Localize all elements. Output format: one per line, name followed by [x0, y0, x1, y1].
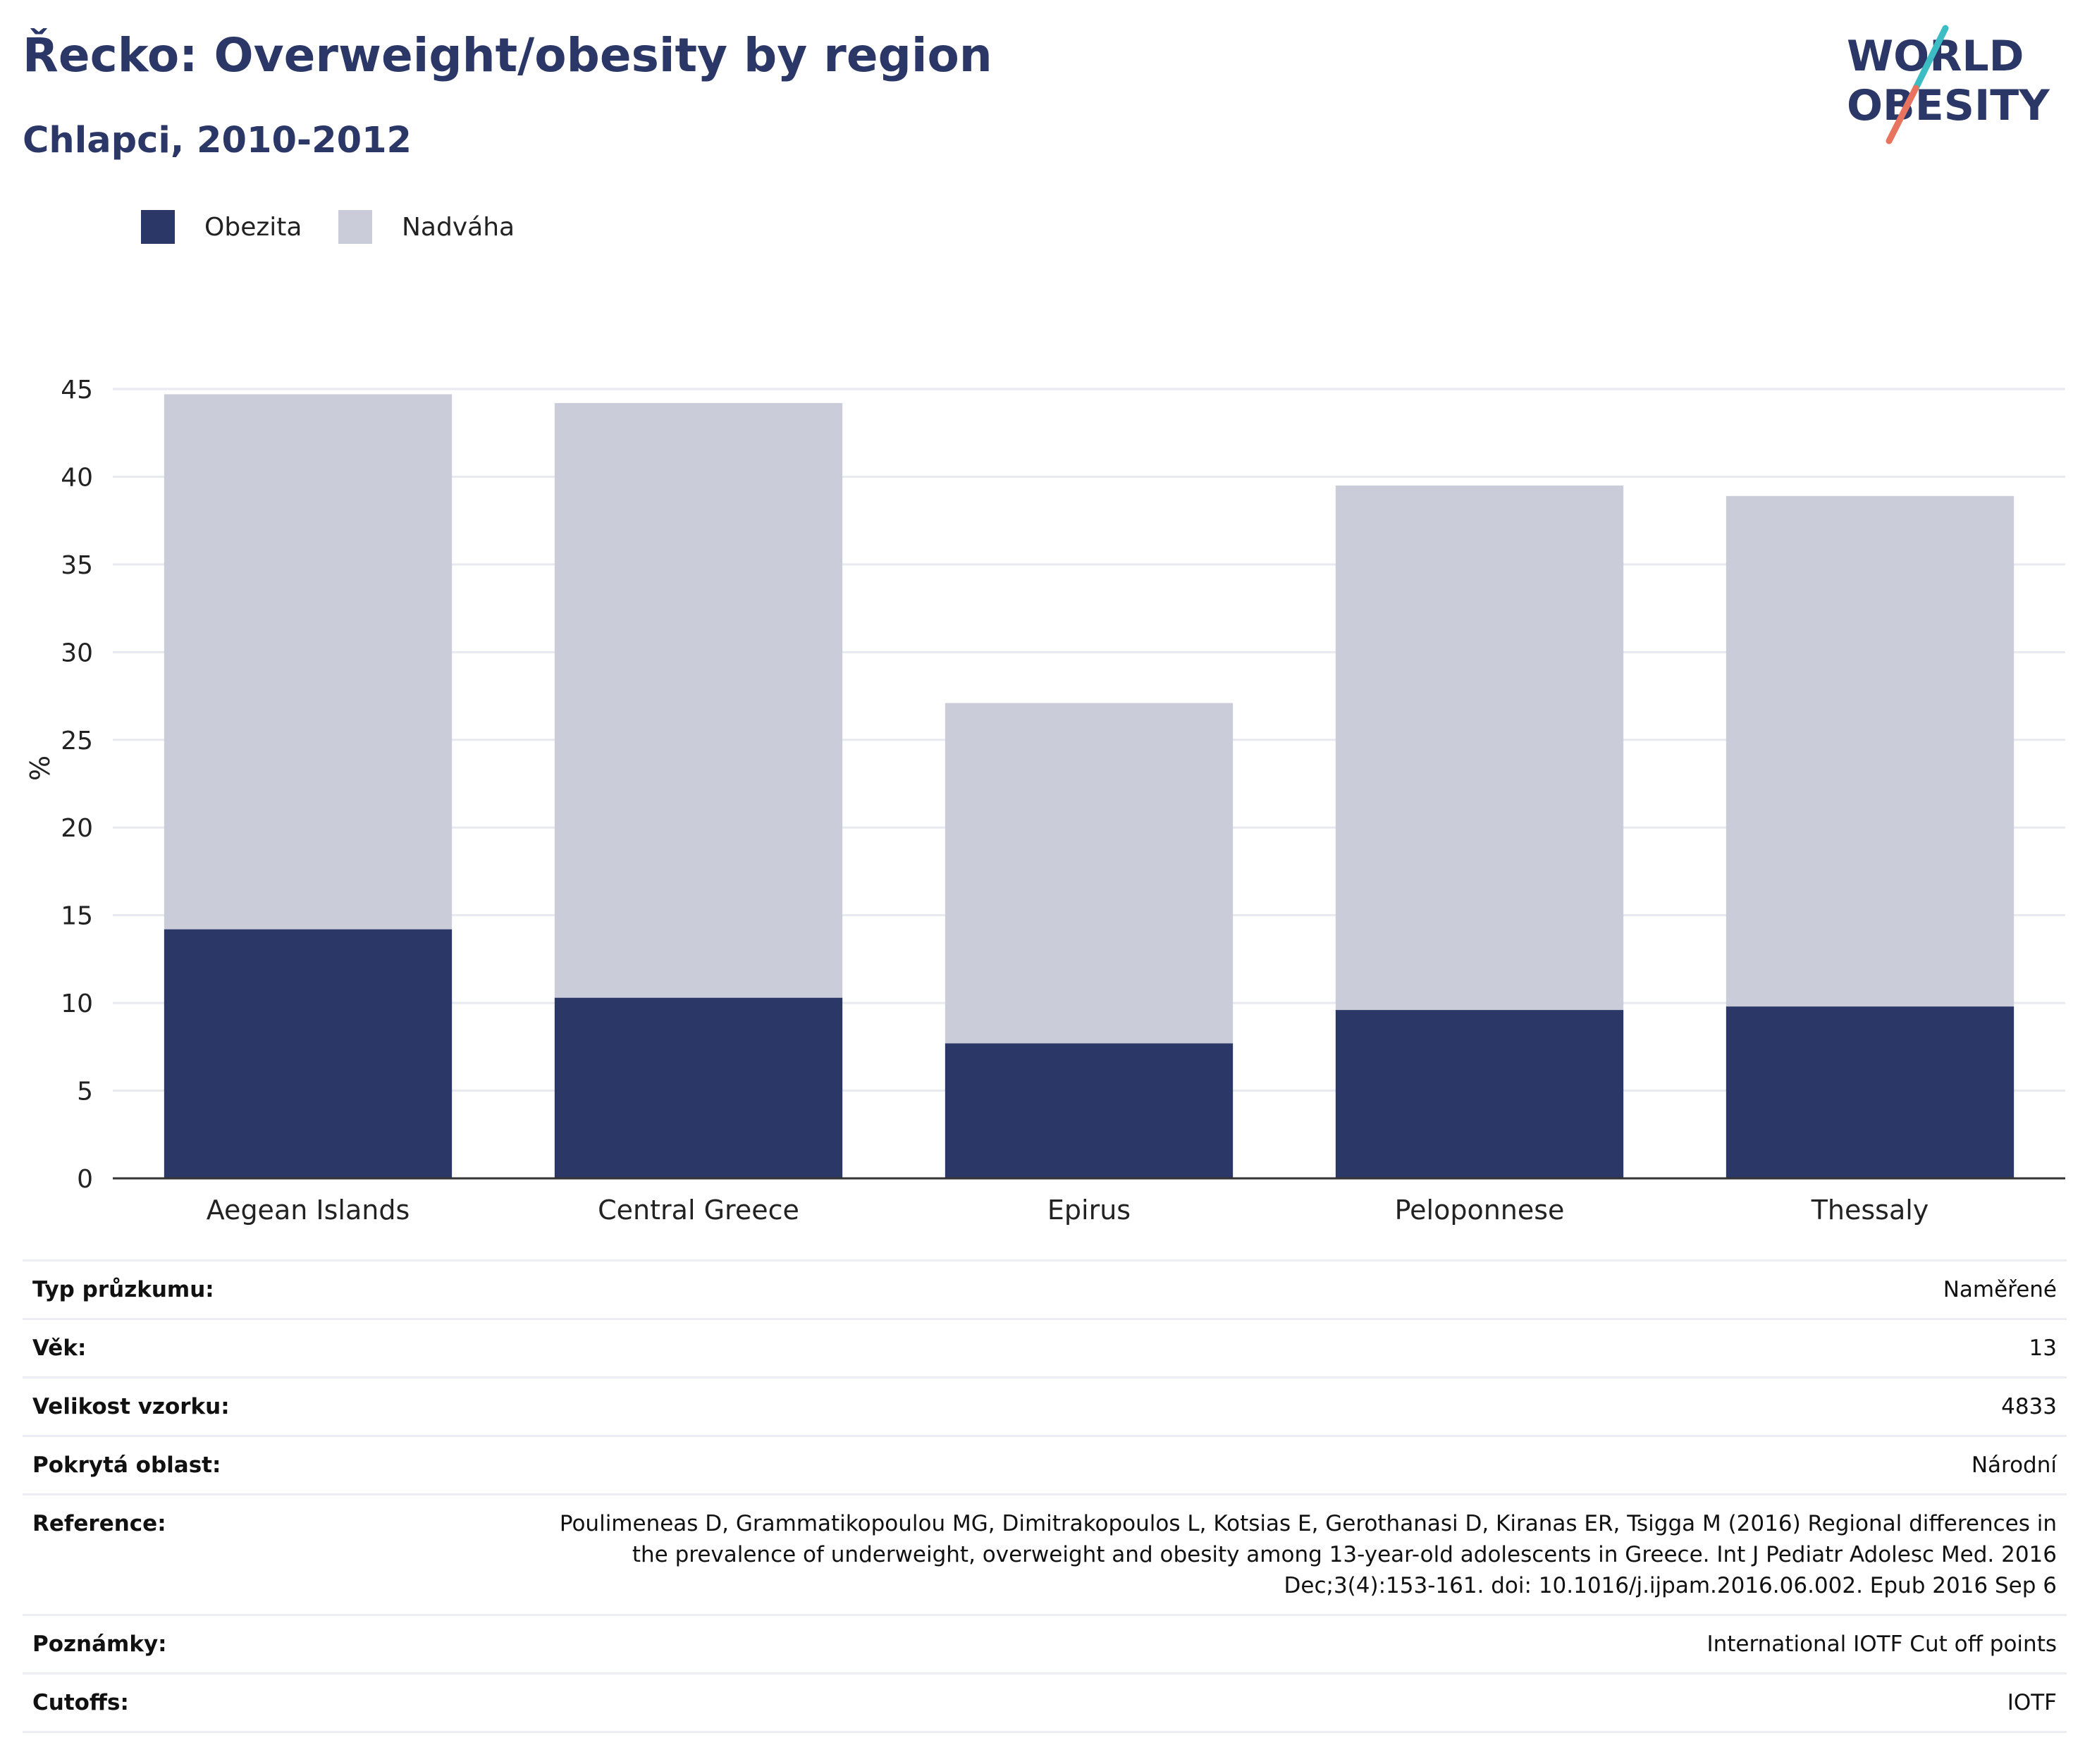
logo-word-world: WORLD: [1847, 32, 2024, 81]
axes: 0 5 10 15 20 25 30 35 40 45 Aegean Islands Central …: [61, 376, 2065, 1226]
bar-chart: 0 5 10 15 20 25 30 35 40 45 Aegean Islands Central …: [25, 376, 2065, 1226]
chart-title: Řecko: Overweight/obesity by region: [23, 28, 992, 82]
y-tick-label: 15: [61, 902, 93, 931]
meta-value-survey-type: Naměřené: [536, 1259, 2067, 1319]
meta-value-cutoffs: IOTF: [536, 1672, 2067, 1733]
bar-obezita[interactable]: [164, 929, 453, 1178]
bar-obezita[interactable]: [1726, 1006, 2015, 1178]
legend-label-nadvaha: Nadváha: [402, 213, 515, 242]
bar-nadvaha[interactable]: [1726, 495, 2015, 1007]
legend-swatch-nadvaha: [338, 210, 372, 244]
meta-key-survey-type: Typ průzkumu:: [23, 1259, 536, 1319]
x-tick-label: Aegean Islands: [207, 1195, 410, 1226]
meta-value-coverage: Národní: [536, 1435, 2067, 1495]
table-row: Typ průzkumu: Naměřené: [23, 1259, 2067, 1319]
meta-value-sample-size: 4833: [536, 1376, 2067, 1436]
logo-slash-teal: [1912, 25, 1949, 92]
y-tick-label: 45: [61, 376, 93, 405]
y-tick-label: 20: [61, 814, 93, 843]
world-obesity-logo: WORLD OBESITY: [1847, 25, 2050, 144]
meta-key-reference: Reference:: [23, 1493, 536, 1615]
x-tick-label: Thessaly: [1811, 1195, 1929, 1226]
bar-nadvaha[interactable]: [945, 703, 1234, 1044]
logo-word-obesity: OBESITY: [1847, 81, 2050, 130]
x-tick-label: Epirus: [1047, 1195, 1131, 1226]
table-row: Pokrytá oblast: Národní: [23, 1435, 2067, 1495]
table-row: Cutoffs: IOTF: [23, 1672, 2067, 1733]
chart-subtitle: Chlapci, 2010-2012: [23, 120, 412, 161]
table-row: Reference: Poulimeneas D, Grammatikopoul…: [23, 1493, 2067, 1615]
survey-metadata-table: Typ průzkumu: Naměřené Věk: 13 Velikost …: [23, 1259, 2067, 1733]
y-tick-label: 25: [61, 727, 93, 755]
y-tick-label: 30: [61, 639, 93, 667]
bar-obezita[interactable]: [945, 1043, 1234, 1178]
bars: [164, 394, 2015, 1178]
bar-nadvaha[interactable]: [554, 402, 843, 998]
legend-label-obezita: Obezita: [204, 213, 302, 242]
y-tick-label: 0: [77, 1165, 93, 1194]
table-row: Poznámky: International IOTF Cut off poi…: [23, 1614, 2067, 1674]
meta-key-cutoffs: Cutoffs:: [23, 1672, 536, 1733]
bar-nadvaha[interactable]: [1335, 485, 1624, 1011]
logo-slash-coral: [1886, 85, 1919, 144]
meta-key-sample-size: Velikost vzorku:: [23, 1376, 536, 1436]
y-tick-label: 10: [61, 989, 93, 1018]
y-tick-label: 5: [77, 1078, 93, 1106]
meta-key-notes: Poznámky:: [23, 1614, 536, 1674]
meta-value-age: 13: [536, 1318, 2067, 1378]
y-tick-label: 35: [61, 551, 93, 580]
bar-obezita[interactable]: [554, 997, 843, 1178]
bar-nadvaha[interactable]: [164, 394, 453, 930]
meta-value-reference: Poulimeneas D, Grammatikopoulou MG, Dimi…: [559, 1511, 2057, 1598]
bar-obezita[interactable]: [1335, 1010, 1624, 1178]
legend-swatch-obezita: [141, 210, 175, 244]
table-row: Velikost vzorku: 4833: [23, 1376, 2067, 1436]
meta-key-coverage: Pokrytá oblast:: [23, 1435, 536, 1495]
y-axis-label: %: [25, 755, 56, 781]
table-row: Věk: 13: [23, 1318, 2067, 1378]
x-tick-label: Central Greece: [598, 1195, 799, 1226]
meta-key-age: Věk:: [23, 1318, 536, 1378]
x-tick-label: Peloponnese: [1395, 1195, 1565, 1226]
meta-value-notes: International IOTF Cut off points: [536, 1614, 2067, 1674]
y-tick-label: 40: [61, 463, 93, 492]
